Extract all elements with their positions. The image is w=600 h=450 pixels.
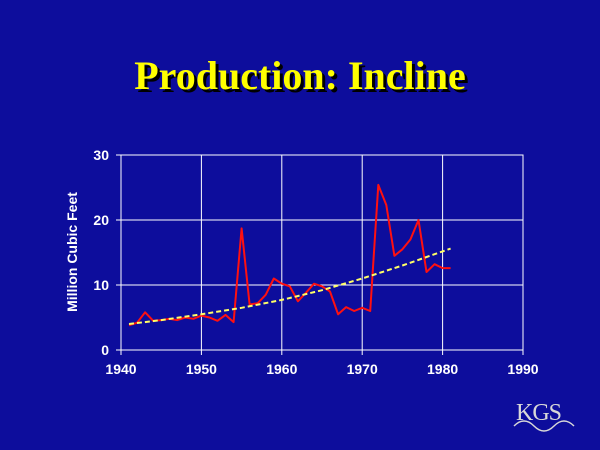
x-tick-label: 1960 bbox=[266, 361, 297, 377]
y-tick-label: 10 bbox=[93, 277, 109, 293]
x-tick-label: 1990 bbox=[507, 361, 538, 377]
x-tick-label: 1950 bbox=[186, 361, 217, 377]
plot-frame bbox=[120, 154, 524, 351]
y-axis-ticks: 0 10 20 30 bbox=[93, 147, 121, 358]
plot-border bbox=[120, 154, 524, 351]
x-axis-ticks: 1940 1950 1960 1970 1980 1990 bbox=[105, 350, 539, 377]
kgs-logo-wave bbox=[513, 420, 575, 432]
y-tick-label: 0 bbox=[101, 342, 109, 358]
y-tick-label: 30 bbox=[93, 147, 109, 163]
x-tick-label: 1940 bbox=[105, 361, 136, 377]
y-axis-title: Million Cubic Feet bbox=[64, 192, 80, 312]
x-tick-label: 1970 bbox=[347, 361, 378, 377]
chart-grid bbox=[120, 154, 524, 351]
x-tick-label: 1980 bbox=[427, 361, 458, 377]
y-tick-label: 20 bbox=[93, 212, 109, 228]
kgs-logo: KGS bbox=[516, 400, 562, 426]
slide-title: Production: Incline bbox=[134, 53, 466, 98]
production-line bbox=[128, 183, 451, 327]
chart-series bbox=[128, 183, 451, 327]
trend-line bbox=[128, 247, 451, 325]
